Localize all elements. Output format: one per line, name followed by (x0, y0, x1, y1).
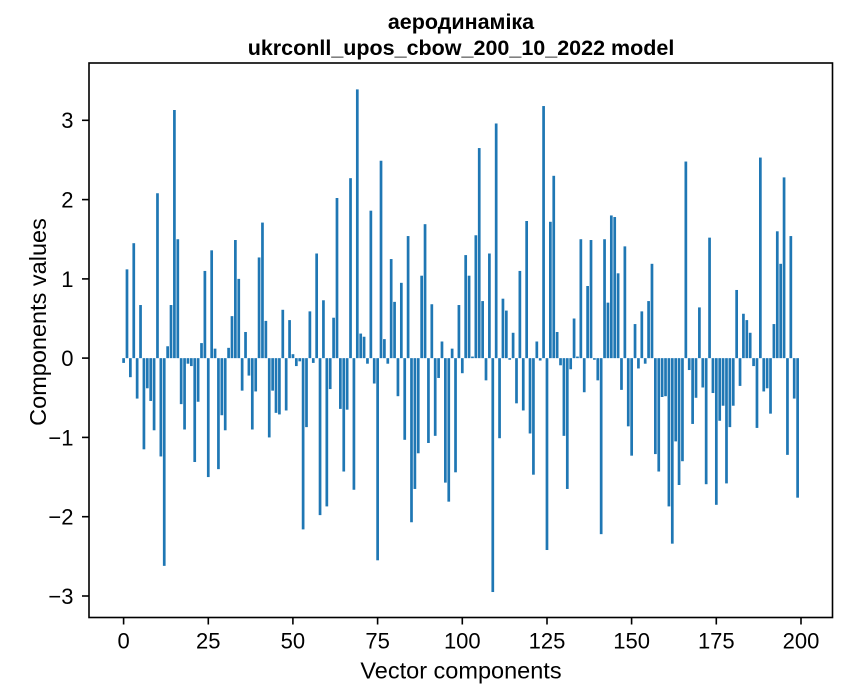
svg-text:175: 175 (698, 629, 735, 654)
svg-text:125: 125 (529, 629, 566, 654)
svg-text:150: 150 (613, 629, 650, 654)
svg-text:аеродинаміка: аеродинаміка (388, 10, 535, 34)
svg-text:−1: −1 (48, 425, 73, 450)
svg-text:0: 0 (61, 346, 73, 371)
svg-text:2: 2 (61, 188, 73, 213)
svg-text:Components values: Components values (25, 218, 51, 426)
svg-text:ukrconll_upos_cbow_200_10_2022: ukrconll_upos_cbow_200_10_2022 model (248, 36, 675, 60)
svg-text:25: 25 (196, 629, 220, 654)
svg-text:−3: −3 (48, 584, 73, 609)
svg-text:0: 0 (117, 629, 129, 654)
svg-text:−2: −2 (48, 505, 73, 530)
svg-text:3: 3 (61, 108, 73, 133)
svg-text:100: 100 (444, 629, 481, 654)
svg-text:75: 75 (365, 629, 389, 654)
svg-text:200: 200 (783, 629, 820, 654)
svg-text:Vector components: Vector components (360, 658, 561, 684)
svg-text:1: 1 (61, 267, 73, 292)
svg-text:50: 50 (281, 629, 305, 654)
